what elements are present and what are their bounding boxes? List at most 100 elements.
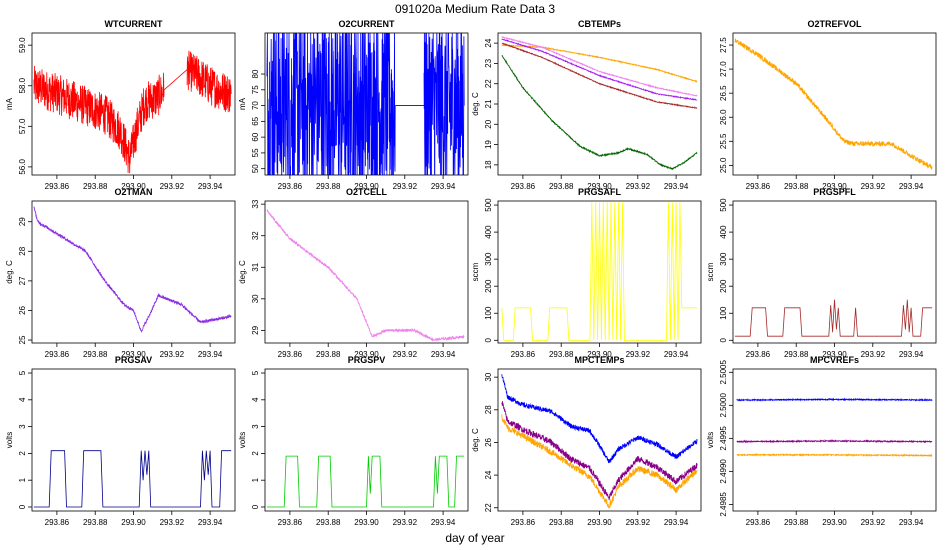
x-tick-label: 293.86 — [45, 182, 70, 191]
x-tick-label: 293.92 — [626, 182, 651, 191]
y-tick-label: 28 — [18, 246, 27, 255]
x-tick-label: 293.86 — [278, 182, 303, 191]
x-tick-label: 293.94 — [198, 182, 223, 191]
plot-area — [501, 202, 698, 341]
y-tick-label: 24 — [484, 470, 493, 479]
y-tick-label: 23 — [484, 58, 493, 67]
y-tick-label: 80 — [251, 69, 260, 78]
y-tick-label: 2.5000 — [719, 393, 728, 418]
x-tick-label: 293.86 — [45, 518, 70, 527]
x-tick-label: 293.92 — [160, 518, 185, 527]
y-tick-label: 26 — [18, 305, 27, 314]
x-tick-label: 293.88 — [549, 350, 574, 359]
y-tick-label: 100 — [719, 306, 728, 320]
y-tick-label: 26.5 — [719, 85, 728, 101]
x-tick-label: 293.86 — [278, 350, 303, 359]
y-tick-label: 75 — [251, 85, 260, 94]
panel-prgsafl: PRGSAFL 293.86 293.88 293.90 293.92 293.94 0 10… — [471, 187, 702, 359]
series-line-purple — [736, 438, 933, 444]
panel-title: PRGSAFL — [578, 187, 622, 197]
plot-area — [266, 455, 465, 508]
plot-area — [736, 397, 933, 458]
x-tick-label: 293.94 — [899, 350, 924, 359]
panel-mpcvrefs: MPCVREFs 293.86 293.88 293.90 293.92 293.94 2.… — [706, 355, 937, 527]
plot-area — [266, 33, 465, 175]
y-axis-label: mA — [5, 97, 14, 110]
series-line-O2TCELL — [266, 208, 465, 343]
x-tick-label: 293.88 — [784, 182, 809, 191]
y-tick-label: 70 — [251, 101, 260, 110]
x-axis-caption: day of year — [445, 531, 505, 545]
x-tick-label: 293.86 — [511, 350, 536, 359]
panel-title: O2CURRENT — [338, 19, 395, 29]
y-tick-label: 29 — [251, 325, 260, 334]
y-tick-label: 0 — [719, 338, 728, 343]
panel-o2tcell: O2TCELL 293.86 293.88 293.90 293.92 293.94 29 3… — [238, 187, 469, 359]
y-tick-label: 400 — [484, 225, 493, 239]
series-line-violet — [501, 35, 698, 97]
x-tick-label: 293.94 — [664, 182, 689, 191]
panel-title: WTCURRENT — [105, 19, 163, 29]
plot-area — [266, 208, 465, 343]
x-tick-label: 293.92 — [160, 182, 185, 191]
x-tick-label: 293.90 — [587, 182, 612, 191]
y-tick-label: 2.4985 — [719, 492, 728, 517]
x-tick-label: 293.90 — [121, 182, 146, 191]
x-tick-label: 293.92 — [393, 350, 418, 359]
x-tick-label: 293.90 — [822, 182, 847, 191]
y-tick-label: 300 — [719, 252, 728, 266]
plot-area — [33, 205, 232, 334]
y-tick-label: 28 — [484, 405, 493, 414]
panel-mpctemps: MPCTEMPs 293.86 293.88 293.90 293.92 293.94 22… — [471, 355, 702, 527]
y-tick-label: 22 — [484, 503, 493, 512]
y-tick-label: 30 — [484, 372, 493, 381]
y-tick-label: 2 — [251, 451, 260, 456]
series-line-PRGSAV — [33, 450, 232, 508]
x-tick-label: 293.88 — [784, 518, 809, 527]
x-tick-label: 293.88 — [784, 350, 809, 359]
y-tick-label: 32 — [251, 231, 260, 240]
y-tick-label: 25.0 — [719, 157, 728, 173]
x-tick-label: 293.94 — [431, 182, 456, 191]
x-tick-label: 293.86 — [746, 518, 771, 527]
x-tick-label: 293.90 — [121, 350, 146, 359]
x-tick-label: 293.92 — [626, 518, 651, 527]
x-tick-label: 293.92 — [861, 518, 886, 527]
y-tick-label: 2 — [18, 451, 27, 456]
y-tick-label: 27.5 — [719, 37, 728, 53]
plot-frame — [31, 368, 236, 512]
y-tick-label: 4 — [18, 397, 27, 402]
y-axis-label: mA — [238, 97, 247, 110]
x-tick-label: 293.94 — [664, 350, 689, 359]
y-axis-label: deg. C — [238, 260, 247, 284]
panel-prgspv: PRGSPV 293.86 293.88 293.90 293.92 293.94 0 1 2 3… — [238, 355, 469, 527]
x-tick-label: 293.86 — [746, 350, 771, 359]
series-line-PRGSPV — [266, 455, 465, 508]
y-tick-label: 26 — [484, 437, 493, 446]
y-tick-label: 400 — [719, 225, 728, 239]
panel-wtcurrent: WTCURRENT 293.86 293.88 293.90 293.92 293.94 5… — [5, 19, 236, 191]
x-tick-label: 293.90 — [587, 518, 612, 527]
plot-area — [734, 299, 933, 337]
series-line-blue — [501, 374, 698, 464]
y-tick-label: 30 — [251, 294, 260, 303]
x-tick-label: 293.94 — [198, 350, 223, 359]
y-tick-label: 200 — [719, 279, 728, 293]
x-tick-label: 293.90 — [354, 350, 379, 359]
panel-o2current: O2CURRENT 293.86 293.88 293.90 293.92 293.94 5… — [238, 19, 469, 191]
y-tick-label: 3 — [18, 424, 27, 429]
x-tick-label: 293.88 — [549, 518, 574, 527]
plot-area — [33, 450, 232, 508]
y-tick-label: 60 — [251, 132, 260, 141]
x-tick-label: 293.86 — [511, 182, 536, 191]
y-tick-label: 5 — [18, 370, 27, 375]
y-tick-label: 31 — [251, 262, 260, 271]
x-tick-label: 293.86 — [278, 518, 303, 527]
y-tick-label: 100 — [484, 306, 493, 320]
y-tick-label: 2.4995 — [719, 426, 728, 451]
y-tick-label: 2.4990 — [719, 459, 728, 484]
y-tick-label: 4 — [251, 397, 260, 402]
panel-prgsav: PRGSAV 293.86 293.88 293.90 293.92 293.94 0 1 2 3… — [5, 355, 236, 527]
panel-title: O2TCELL — [346, 187, 388, 197]
y-tick-label: 33 — [251, 199, 260, 208]
